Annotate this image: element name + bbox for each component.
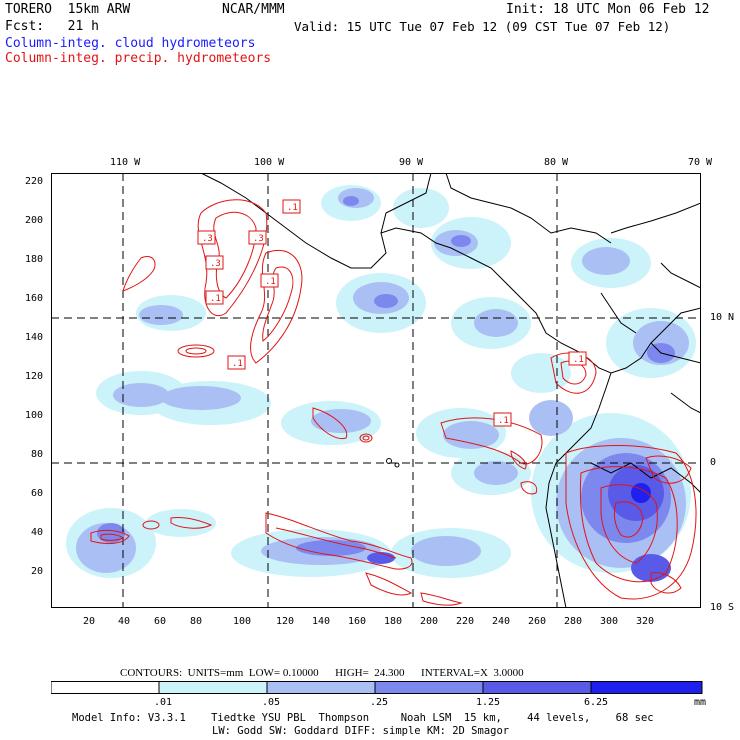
x-tick: 220 (456, 616, 475, 627)
lon-label: 90 W (399, 157, 424, 168)
x-tick: 160 (348, 616, 367, 627)
model-info: Model Info: V3.3.1 Tiedtke YSU PBL Thomp… (72, 712, 654, 724)
contour-label: .3 (253, 234, 264, 244)
y-tick: 140 (25, 332, 44, 343)
contour-label: .1 (232, 359, 243, 369)
y-tick: 40 (31, 527, 44, 538)
field-label-precip: Column-integ. precip. hydrometeors (5, 51, 272, 66)
x-tick: 120 (276, 616, 295, 627)
x-tick: 140 (312, 616, 331, 627)
contour-label-box: .3 (197, 230, 216, 245)
contour-label-box: .1 (205, 290, 224, 305)
colorbar-label: 1.25 (476, 697, 501, 708)
center-label: NCAR/MMM (222, 2, 285, 17)
y-tick: 200 (25, 215, 44, 226)
colorbar-bin (51, 681, 160, 694)
contour-label-box: .3 (205, 255, 224, 270)
colorbar-units: mm (694, 697, 707, 708)
contour-labels: .1 .3 .3 .3 .1 .1 .1 .1 (197, 199, 587, 427)
init-time: Init: 18 UTC Mon 06 Feb 12 (506, 2, 710, 17)
x-tick: 280 (564, 616, 583, 627)
lat-label: 10 N (710, 312, 735, 323)
x-tick: 80 (190, 616, 203, 627)
x-tick: 300 (600, 616, 619, 627)
contour-label-box: .1 (227, 355, 246, 370)
colorbar-label: .01 (154, 697, 173, 708)
colorbar-bin (590, 681, 703, 694)
x-tick: 100 (233, 616, 252, 627)
x-tick: 200 (420, 616, 439, 627)
lat-label: 10 S (710, 602, 735, 613)
colorbar-bin (158, 681, 268, 694)
x-tick: 260 (528, 616, 547, 627)
physics-info: LW: Godd SW: Goddard DIFF: simple KM: 2D… (212, 725, 510, 737)
y-tick: 120 (25, 371, 44, 382)
colorbar-label: .25 (370, 697, 389, 708)
coastline (200, 173, 701, 608)
y-tick: 160 (25, 293, 44, 304)
contour-label: .1 (498, 416, 509, 426)
y-tick: 220 (25, 176, 44, 187)
colorbar (51, 681, 703, 694)
contour-info: CONTOURS: UNITS=mm LOW= 0.10000 HIGH= 24… (120, 667, 524, 679)
grid-lines (51, 173, 701, 608)
forecast-hour: Fcst: 21 h (5, 19, 99, 34)
contour-label: .1 (573, 355, 584, 365)
y-tick: 80 (31, 449, 44, 460)
contour-label-box: .1 (260, 273, 279, 288)
contour-label-box: .1 (282, 199, 301, 214)
y-tick: 60 (31, 488, 44, 499)
valid-time: Valid: 15 UTC Tue 07 Feb 12 (09 CST Tue … (294, 19, 671, 34)
y-tick: 180 (25, 254, 44, 265)
forecast-map: .1 .3 .3 .3 .1 .1 .1 .1 (51, 173, 701, 608)
x-tick: 20 (83, 616, 96, 627)
x-tick: 240 (492, 616, 511, 627)
x-tick: 60 (154, 616, 167, 627)
contour-label-box: .1 (493, 412, 512, 427)
precip-contours (90, 199, 697, 606)
map-frame (51, 173, 701, 608)
contour-label-box: .3 (248, 230, 267, 245)
x-tick: 320 (636, 616, 655, 627)
contour-label-box: .1 (568, 351, 587, 366)
colorbar-label: 6.25 (584, 697, 609, 708)
cloud-shading (66, 185, 696, 582)
colorbar-bin (482, 681, 592, 694)
y-tick: 20 (31, 566, 44, 577)
x-tick: 180 (384, 616, 403, 627)
contour-label: .3 (202, 234, 213, 244)
x-tick: 40 (118, 616, 131, 627)
contour-label: .1 (210, 294, 221, 304)
lon-label: 110 W (110, 157, 141, 168)
contour-label: .1 (287, 203, 298, 213)
lat-label: 0 (710, 457, 717, 468)
colorbar-bin (374, 681, 484, 694)
field-label-cloud: Column-integ. cloud hydrometeors (5, 36, 256, 51)
y-tick: 100 (25, 410, 44, 421)
contour-label: .1 (265, 277, 276, 287)
lon-label: 80 W (544, 157, 569, 168)
colorbar-bin (266, 681, 376, 694)
contour-label: .3 (210, 259, 221, 269)
colorbar-label: .05 (262, 697, 281, 708)
lon-label: 70 W (688, 157, 713, 168)
model-title: TORERO 15km ARW (5, 2, 131, 17)
lon-label: 100 W (254, 157, 285, 168)
